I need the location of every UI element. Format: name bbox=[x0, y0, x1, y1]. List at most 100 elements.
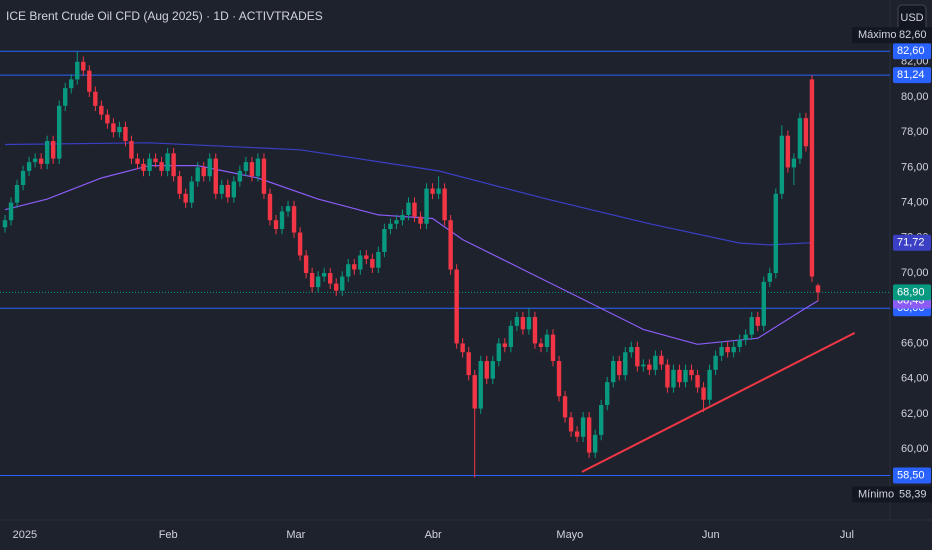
candle-body bbox=[117, 126, 122, 133]
candle-body bbox=[755, 317, 760, 326]
candle-body bbox=[177, 176, 182, 194]
candle-body bbox=[779, 135, 785, 194]
candle-body bbox=[370, 258, 375, 268]
candle-body bbox=[213, 158, 218, 194]
candle-body bbox=[526, 317, 532, 330]
candle-body bbox=[653, 355, 658, 370]
last-price-label: 68,90 bbox=[897, 286, 925, 298]
candle-body bbox=[50, 141, 56, 159]
candle-body bbox=[327, 273, 333, 284]
candle-body bbox=[32, 158, 38, 163]
candle-body bbox=[267, 193, 273, 221]
candle-body bbox=[291, 206, 297, 233]
candle-body bbox=[725, 346, 730, 353]
x-tick-label: Feb bbox=[159, 529, 178, 541]
maximum-text: Máximo bbox=[858, 29, 897, 41]
candle-body bbox=[550, 334, 556, 362]
moving-average bbox=[4, 142, 813, 246]
candle-body bbox=[352, 264, 357, 270]
candle-body bbox=[406, 202, 411, 215]
candle-body bbox=[448, 220, 453, 270]
candle-body bbox=[346, 264, 351, 277]
candle-body bbox=[647, 364, 652, 370]
candle-body bbox=[382, 229, 387, 252]
candle-body bbox=[303, 255, 309, 274]
x-tick-label: Jun bbox=[702, 529, 720, 541]
candle-body bbox=[93, 91, 98, 106]
candle-body bbox=[99, 105, 104, 115]
candle-body bbox=[123, 126, 128, 142]
candle-body bbox=[478, 361, 483, 409]
candle-body bbox=[400, 214, 405, 221]
y-tick-label: 60,00 bbox=[901, 443, 929, 455]
candle-body bbox=[261, 158, 267, 194]
candle-body bbox=[544, 334, 550, 347]
candle-body bbox=[797, 118, 803, 159]
y-tick-label: 64,00 bbox=[901, 373, 929, 385]
candle-body bbox=[598, 405, 604, 435]
candle-body bbox=[171, 153, 176, 177]
candle-body bbox=[496, 343, 502, 362]
candle-body bbox=[538, 343, 544, 347]
candle-body bbox=[695, 375, 700, 388]
minimum-tag bbox=[852, 486, 932, 503]
candle-body bbox=[26, 162, 32, 171]
y-tick-label: 70,00 bbox=[901, 267, 929, 279]
candle-body bbox=[683, 369, 688, 383]
candle-body bbox=[665, 364, 670, 388]
chart-title: ICE Brent Crude Oil CFD (Aug 2025) · 1D … bbox=[6, 9, 323, 23]
candle-body bbox=[791, 158, 797, 168]
y-tick-label: 78,00 bbox=[901, 126, 929, 138]
x-tick-label: Mar bbox=[286, 529, 305, 541]
candle-body bbox=[38, 158, 44, 164]
candle-body bbox=[183, 193, 188, 203]
candle-body bbox=[659, 355, 664, 365]
maximum-value: 82,60 bbox=[899, 29, 927, 41]
candle-body bbox=[285, 206, 291, 212]
candle-body bbox=[87, 70, 92, 92]
candle-body bbox=[707, 369, 712, 400]
candle-body bbox=[815, 285, 821, 293]
candle-body bbox=[701, 387, 706, 400]
candle-body bbox=[460, 343, 465, 353]
maximum-tag bbox=[852, 27, 932, 44]
candle-body bbox=[231, 181, 237, 198]
candle-body bbox=[219, 185, 224, 194]
candle-body bbox=[105, 114, 110, 124]
moving-average-label: 71,72 bbox=[897, 237, 925, 249]
candle-body bbox=[315, 276, 321, 288]
candle-body bbox=[418, 216, 423, 224]
level-label: 82,60 bbox=[897, 45, 925, 57]
candle-body bbox=[159, 162, 164, 171]
candle-body bbox=[803, 118, 809, 147]
candle-body bbox=[556, 361, 562, 397]
candle-body bbox=[568, 417, 574, 432]
candle-body bbox=[153, 158, 158, 163]
candle-body bbox=[141, 163, 146, 171]
candle-body bbox=[719, 346, 724, 356]
candle-body bbox=[321, 273, 327, 277]
candle-body bbox=[484, 361, 489, 379]
candle-body bbox=[809, 79, 815, 277]
candle-body bbox=[641, 364, 646, 367]
candle-body bbox=[340, 276, 345, 291]
candle-body bbox=[255, 158, 261, 177]
candle-body bbox=[773, 193, 779, 274]
candle-body bbox=[111, 123, 116, 133]
candle-body bbox=[737, 339, 742, 347]
currency-label[interactable]: USD bbox=[900, 12, 923, 24]
candle-body bbox=[195, 167, 200, 182]
candle-body bbox=[611, 361, 616, 383]
candle-body bbox=[376, 251, 381, 268]
candle-body bbox=[75, 61, 80, 80]
candle-body bbox=[635, 346, 640, 367]
candle-body bbox=[442, 188, 447, 221]
candle-body bbox=[225, 185, 231, 198]
candle-body bbox=[334, 283, 339, 291]
x-tick-label: 2025 bbox=[13, 529, 37, 541]
level-label: 58,50 bbox=[897, 469, 925, 481]
minimum-text: Mínimo bbox=[858, 488, 894, 500]
candle-body bbox=[201, 167, 206, 177]
candle-body bbox=[713, 355, 718, 370]
candle-body bbox=[412, 202, 417, 217]
